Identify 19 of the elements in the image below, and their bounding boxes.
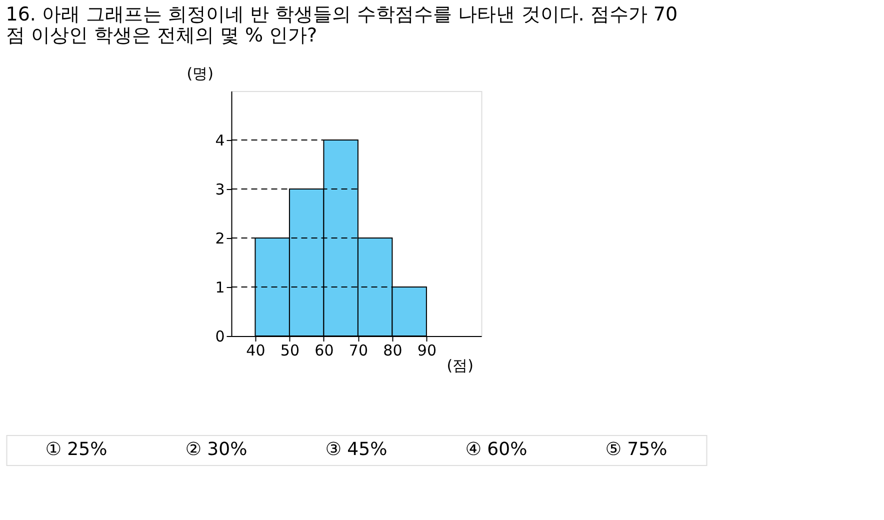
x-tick-label: 40 xyxy=(246,342,266,360)
chart-title: 16. 아래 그래프는 희정이네 반 학생들의 수학점수를 나타낸 것이다. 점수가 70 점 이상인 학생은 전체의 몇 % 인가? xyxy=(6,4,678,46)
x-axis-title: (점) xyxy=(446,356,474,374)
text: ⑤ 75% xyxy=(605,439,668,460)
x-tick-label: 60 xyxy=(314,342,334,360)
x-tick-label: 90 xyxy=(417,342,436,360)
x-tick-label: 80 xyxy=(383,342,402,360)
text: ③ 45% xyxy=(325,439,388,460)
text: ④ 60% xyxy=(465,439,528,460)
y-tick-label: 4 xyxy=(215,132,225,150)
y-tick-label: 0 xyxy=(215,328,225,346)
y-axis-title: (명) xyxy=(186,64,214,82)
y-tick-label: 1 xyxy=(215,278,225,296)
x-tick-label: 70 xyxy=(348,342,368,360)
x-tick-label: 50 xyxy=(280,342,300,360)
y-tick-label: 3 xyxy=(215,180,225,198)
text: ② 30% xyxy=(185,439,248,460)
y-tick-label: 2 xyxy=(215,230,225,248)
text: ① 25% xyxy=(45,439,108,460)
